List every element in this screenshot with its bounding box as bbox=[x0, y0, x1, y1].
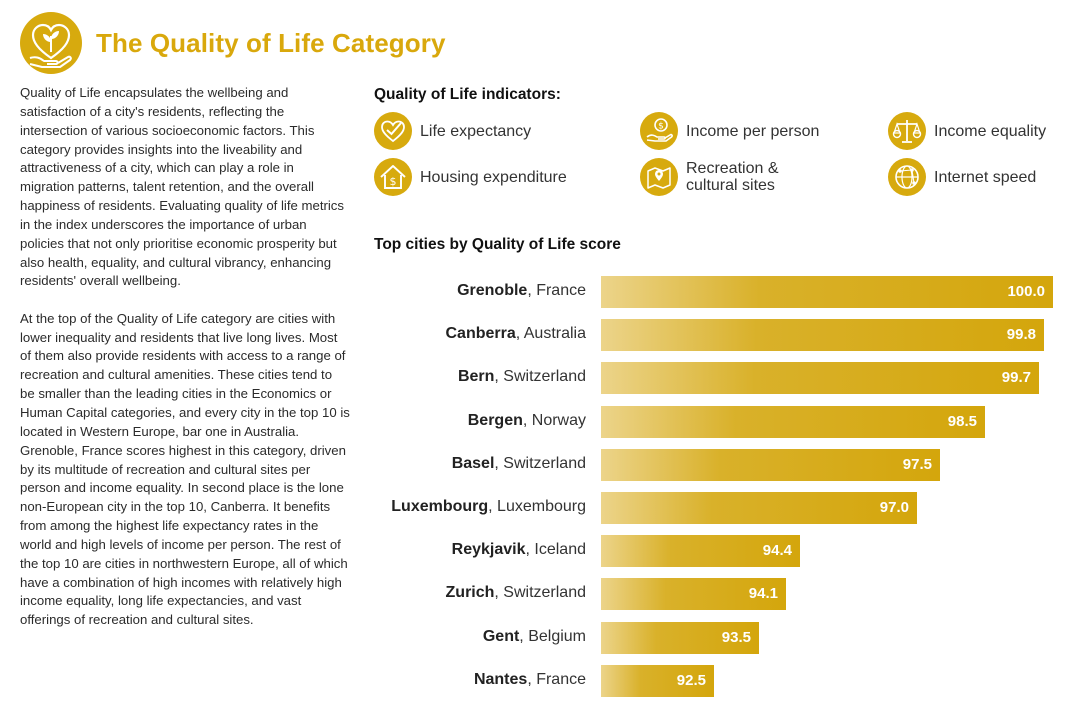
city-name: Canberra bbox=[445, 325, 516, 342]
indicator-label: Internet speed bbox=[934, 168, 1037, 186]
bar: 93.5 bbox=[601, 622, 759, 654]
bar: 97.0 bbox=[601, 492, 917, 524]
indicator-income-equality: Income equality bbox=[888, 112, 1046, 150]
indicator-label: Income per person bbox=[686, 122, 820, 140]
bar-value-label: 99.8 bbox=[1006, 326, 1036, 343]
bar-row: Canberra, Australia 99.8 bbox=[370, 319, 1070, 351]
bar: 99.8 bbox=[601, 319, 1044, 351]
bar: 94.1 bbox=[601, 578, 786, 610]
city-label: Basel, Switzerland bbox=[452, 455, 586, 473]
bar-value-label: 93.5 bbox=[721, 629, 751, 646]
bar-value-label: 99.7 bbox=[1001, 369, 1031, 386]
indicator-label: Housing expenditure bbox=[420, 168, 567, 186]
city-name: Reykjavik bbox=[451, 541, 526, 558]
svg-text:$: $ bbox=[390, 175, 397, 188]
city-name: Zurich bbox=[445, 584, 495, 601]
bar-value-label: 97.5 bbox=[902, 456, 932, 473]
indicators-heading: Quality of Life indicators: bbox=[374, 86, 561, 103]
country-name: , Switzerland bbox=[494, 584, 586, 601]
bar-row: Grenoble, France 100.0 bbox=[370, 276, 1070, 308]
city-name: Grenoble bbox=[457, 282, 528, 299]
country-name: , France bbox=[527, 282, 586, 299]
country-name: , Iceland bbox=[525, 541, 586, 558]
indicator-housing-expenditure: $ Housing expenditure bbox=[374, 158, 567, 196]
bar-row: Nantes, France 92.5 bbox=[370, 665, 1070, 697]
city-label: Gent, Belgium bbox=[483, 628, 586, 646]
page-title: The Quality of Life Category bbox=[96, 28, 446, 58]
indicator-label: Income equality bbox=[934, 122, 1047, 140]
bar-row: Bergen, Norway 98.5 bbox=[370, 406, 1070, 438]
heart-check-icon bbox=[374, 112, 412, 150]
city-name: Basel bbox=[451, 455, 495, 472]
bar: 94.4 bbox=[601, 535, 800, 567]
heart-leaf-hand-icon bbox=[20, 12, 82, 74]
city-name: Gent bbox=[482, 628, 520, 645]
indicator-life-expectancy: Life expectancy bbox=[374, 112, 531, 150]
bar: 97.5 bbox=[601, 449, 940, 481]
indicator-income-per-person: $ Income per person bbox=[640, 112, 819, 150]
bar: 98.5 bbox=[601, 406, 985, 438]
bar: 99.7 bbox=[601, 362, 1039, 394]
city-label: Luxembourg, Luxembourg bbox=[391, 498, 586, 516]
country-name: , Switzerland bbox=[494, 455, 586, 472]
intro-text: Quality of Life encapsulates the wellbei… bbox=[20, 84, 350, 649]
bar-value-label: 94.4 bbox=[762, 542, 792, 559]
city-name: Bergen bbox=[467, 412, 523, 429]
svg-text:$: $ bbox=[658, 122, 664, 132]
chart-title: Top cities by Quality of Life score bbox=[374, 236, 621, 253]
network-globe-icon bbox=[888, 158, 926, 196]
country-name: , France bbox=[527, 671, 586, 688]
country-name: , Belgium bbox=[519, 628, 586, 645]
indicator-label: Life expectancy bbox=[420, 122, 532, 140]
city-label: Nantes, France bbox=[474, 671, 586, 689]
bar-row: Luxembourg, Luxembourg 97.0 bbox=[370, 492, 1070, 524]
bar-value-label: 94.1 bbox=[748, 585, 778, 602]
city-label: Grenoble, France bbox=[457, 282, 586, 300]
bar-value-label: 92.5 bbox=[676, 672, 706, 689]
city-name: Bern bbox=[457, 368, 495, 385]
bar-value-label: 100.0 bbox=[1007, 283, 1045, 300]
city-label: Reykjavik, Iceland bbox=[452, 541, 586, 559]
bar-chart: Grenoble, France 100.0 Canberra, Australia… bbox=[370, 268, 1070, 700]
country-name: , Australia bbox=[515, 325, 586, 342]
country-name: , Luxembourg bbox=[488, 498, 586, 515]
bar-value-label: 98.5 bbox=[947, 413, 977, 430]
intro-paragraph-1: Quality of Life encapsulates the wellbei… bbox=[20, 85, 344, 289]
indicator-recreation-cultural-sites: Recreation & cultural sites bbox=[640, 158, 779, 196]
country-name: , Switzerland bbox=[494, 368, 586, 385]
indicator-internet-speed: Internet speed bbox=[888, 158, 1036, 196]
bar-value-label: 97.0 bbox=[879, 499, 909, 516]
city-label: Bergen, Norway bbox=[468, 412, 586, 430]
bar: 92.5 bbox=[601, 665, 714, 697]
bar-row: Bern, Switzerland 99.7 bbox=[370, 362, 1070, 394]
country-name: , Norway bbox=[522, 412, 586, 429]
bar-row: Zurich, Switzerland 94.1 bbox=[370, 578, 1070, 610]
map-pin-icon bbox=[640, 158, 678, 196]
city-label: Canberra, Australia bbox=[445, 325, 586, 343]
bar-row: Gent, Belgium 93.5 bbox=[370, 622, 1070, 654]
house-dollar-icon: $ bbox=[374, 158, 412, 196]
indicator-label: Recreation & cultural sites bbox=[686, 160, 779, 194]
bar: 100.0 bbox=[601, 276, 1053, 308]
city-name: Nantes bbox=[473, 671, 528, 688]
city-name: Luxembourg bbox=[391, 498, 489, 515]
city-label: Bern, Switzerland bbox=[458, 368, 586, 386]
bar-row: Reykjavik, Iceland 94.4 bbox=[370, 535, 1070, 567]
intro-paragraph-2: At the top of the Quality of Life catego… bbox=[20, 310, 350, 628]
bar-row: Basel, Switzerland 97.5 bbox=[370, 449, 1070, 481]
city-label: Zurich, Switzerland bbox=[446, 584, 586, 602]
hand-coin-icon: $ bbox=[640, 112, 678, 150]
scales-icon bbox=[888, 112, 926, 150]
